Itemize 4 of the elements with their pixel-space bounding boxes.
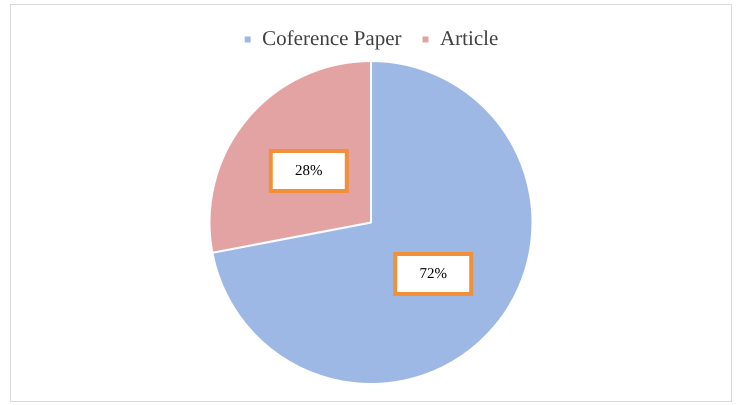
data-label: 72% <box>419 266 447 282</box>
legend-label: Coference Paper <box>262 26 402 50</box>
data-label: 28% <box>295 162 323 179</box>
legend-label: Article <box>440 26 498 50</box>
